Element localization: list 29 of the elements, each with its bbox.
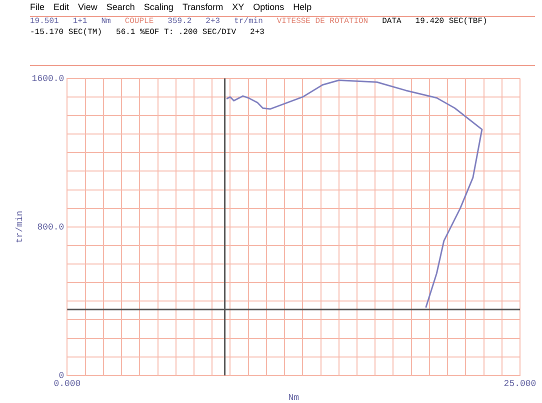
text: XY bbox=[232, 2, 244, 12]
text: Transform bbox=[182, 2, 224, 12]
text: 1+1 bbox=[72, 17, 88, 26]
text: COUPLE bbox=[124, 17, 154, 26]
text: 19.420 SEC(TBF) bbox=[415, 17, 488, 26]
y-tick-label: 800.0 bbox=[37, 222, 64, 232]
text: tr/min bbox=[234, 17, 263, 26]
text: 56.1 %EOF T: .200 SEC/DIV bbox=[116, 28, 236, 37]
text: 19.501 bbox=[30, 17, 59, 26]
text: 359.2 bbox=[168, 17, 192, 26]
y-axis-title: tr/min bbox=[14, 210, 25, 244]
text: Nm bbox=[101, 17, 111, 26]
text: Help bbox=[293, 2, 312, 12]
x-tick-label: 0.000 bbox=[54, 379, 81, 390]
text: Search bbox=[106, 2, 135, 12]
text: 2+3 bbox=[250, 28, 264, 37]
text: File bbox=[30, 2, 45, 12]
text: VITESSE DE ROTATION bbox=[276, 17, 368, 26]
text: View bbox=[78, 2, 98, 12]
y-tick-label: 1600.0 bbox=[32, 74, 64, 84]
text: Scaling bbox=[144, 2, 174, 12]
text: Edit bbox=[54, 2, 70, 12]
y-tick-label: 0 bbox=[58, 370, 64, 381]
text: DATA bbox=[382, 17, 402, 26]
x-axis-title: Nm bbox=[288, 392, 300, 403]
text: 2+3 bbox=[206, 17, 220, 26]
x-tick-label: 25.000 bbox=[504, 379, 536, 390]
text: -15.170 SEC(TM) bbox=[30, 28, 102, 37]
text: Options bbox=[253, 2, 284, 12]
